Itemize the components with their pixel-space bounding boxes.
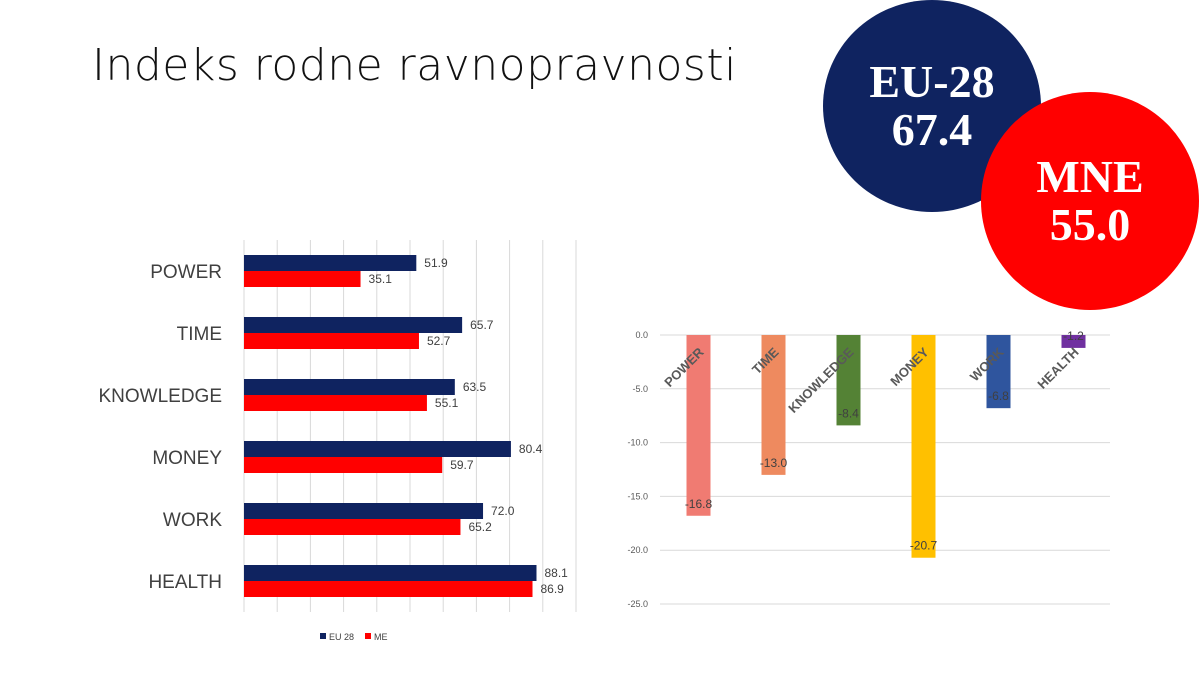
bar-me-money [244, 457, 443, 473]
category-label-power: POWER [150, 262, 222, 283]
bar-me-power [244, 271, 361, 287]
bar-power [686, 335, 711, 516]
mne-score-badge: MNE 55.0 [981, 92, 1199, 310]
bar-knowledge [836, 335, 861, 426]
category-label-time: TIME [177, 324, 222, 345]
bar-me-time [244, 333, 419, 349]
bar-me-health [244, 581, 533, 597]
bar-health [1061, 335, 1086, 348]
y-tick-label: 0.0 [635, 330, 648, 340]
data-label-money: -20.7 [910, 539, 938, 553]
category-label-knowledge: KNOWLEDGE [98, 386, 222, 407]
category-label-work: WORK [163, 510, 222, 531]
bar-work [986, 335, 1011, 409]
data-label-time: -13.0 [760, 456, 788, 470]
y-tick-label: -5.0 [632, 384, 648, 394]
data-label-knowledge: -8.4 [838, 406, 859, 420]
mne-badge-value: 55.0 [1049, 199, 1131, 250]
data-label-eu-28-work: 72.0 [491, 504, 515, 518]
y-tick-label: -20.0 [627, 545, 648, 555]
data-label-eu-28-money: 80.4 [519, 442, 543, 456]
category-label-health: HEALTH [148, 572, 222, 593]
bar-eu-28-money [244, 441, 511, 457]
bar-me-work [244, 519, 461, 535]
bar-time [761, 335, 786, 475]
data-label-eu-28-health: 88.1 [544, 566, 568, 580]
data-label-me-money: 59.7 [450, 458, 474, 472]
mne-badge-label: MNE [1036, 150, 1144, 202]
data-label-me-time: 52.7 [427, 334, 451, 348]
y-tick-label: -25.0 [627, 599, 648, 609]
bar-eu-28-work [244, 503, 484, 519]
legend-swatch-me [365, 633, 371, 639]
bar-me-knowledge [244, 395, 427, 411]
data-label-me-knowledge: 55.1 [435, 396, 459, 410]
difference-chart: 0.0-5.0-10.0-15.0-20.0-25.0POWER-16.8TIM… [627, 329, 1110, 609]
category-label-money: MONEY [152, 448, 222, 469]
category-label-health: HEALTH [1034, 345, 1081, 392]
bar-eu-28-power [244, 255, 417, 271]
slide-title: Indeks rodne ravnopravnosti [92, 40, 737, 91]
data-label-health: -1.2 [1063, 329, 1084, 343]
bar-eu-28-health [244, 565, 537, 581]
bar-eu-28-knowledge [244, 379, 455, 395]
eu-badge-value: 67.4 [891, 104, 973, 155]
data-label-power: -16.8 [685, 497, 713, 511]
bar-money [911, 335, 936, 558]
domain-comparison-chart: POWER 51.9 35.1 TIME 65.7 52.7 KNOWLEDGE 63.5 55… [98, 240, 577, 642]
y-tick-label: -15.0 [627, 491, 648, 501]
data-label-me-health: 86.9 [541, 582, 565, 596]
legend-label-eu-28: EU 28 [329, 632, 354, 642]
data-label-eu-28-power: 51.9 [424, 256, 448, 270]
y-tick-label: -10.0 [627, 438, 648, 448]
legend-label-me: ME [374, 632, 388, 642]
data-label-me-work: 65.2 [468, 520, 492, 534]
legend-swatch-eu-28 [320, 633, 326, 639]
bar-eu-28-time [244, 317, 463, 333]
data-label-me-power: 35.1 [369, 272, 393, 286]
data-label-work: -6.8 [988, 389, 1009, 403]
eu-badge-label: EU-28 [869, 55, 995, 107]
data-label-eu-28-knowledge: 63.5 [463, 380, 487, 394]
data-label-eu-28-time: 65.7 [470, 318, 494, 332]
